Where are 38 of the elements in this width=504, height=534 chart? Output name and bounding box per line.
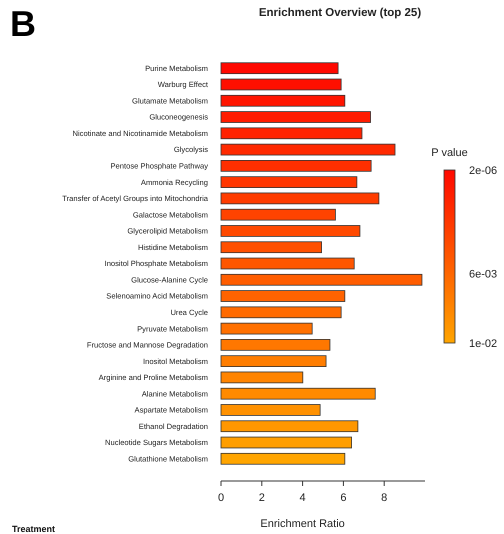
bar: [220, 111, 371, 123]
chart-title: Enrichment Overview (top 25): [258, 7, 422, 19]
bar: [220, 420, 358, 432]
bar: [220, 160, 372, 172]
color-bar-label: 1e-02: [469, 338, 498, 350]
x-tick-label: 8: [381, 492, 388, 504]
bar: [220, 144, 396, 156]
bar: [220, 274, 422, 286]
bar: [220, 306, 342, 318]
x-axis-title: Enrichment Ratio: [260, 518, 345, 530]
bar: [220, 176, 358, 188]
bar: [220, 355, 326, 367]
bar: [220, 322, 313, 334]
bar: [220, 192, 380, 204]
color-bar-label: 2e-06: [469, 164, 498, 177]
bar: [220, 436, 352, 448]
bar: [220, 127, 362, 140]
x-tick-label: 0: [218, 492, 224, 504]
color-bar-label: 6e-03: [469, 268, 498, 281]
bar: [220, 241, 322, 254]
bar: [220, 388, 376, 400]
bar: [220, 62, 338, 74]
x-tick-label: 6: [340, 492, 346, 504]
bar: [220, 404, 321, 416]
bar: [220, 452, 346, 465]
bar: [220, 78, 342, 90]
bar: [220, 290, 346, 302]
x-tick-label: 2: [258, 492, 265, 504]
bar: [220, 339, 330, 351]
bar: [220, 208, 336, 221]
text: B: [10, 3, 36, 44]
legend-title: P value: [431, 147, 468, 159]
bar: [220, 258, 355, 270]
x-tick-label: 4: [300, 492, 306, 504]
text: Treatment: [12, 524, 56, 534]
bar: [220, 225, 360, 237]
bar: [220, 94, 346, 107]
bar: [220, 372, 304, 384]
